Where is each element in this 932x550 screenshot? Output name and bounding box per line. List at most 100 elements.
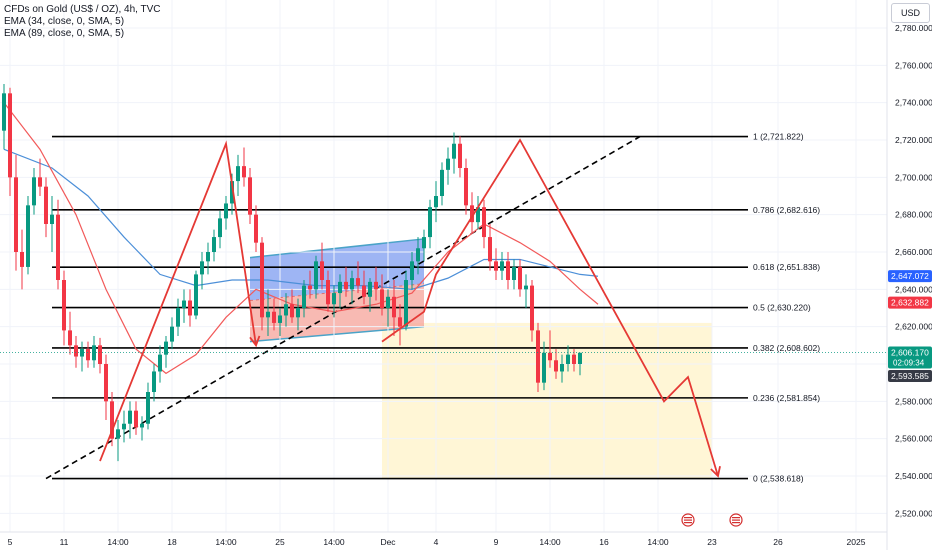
x-tick-label: Dec [380,537,396,547]
candle [518,266,522,290]
candle [194,274,198,316]
flag-stripe [684,519,692,521]
candle [410,261,414,280]
candle [488,237,492,262]
event-flag-icon[interactable] [681,513,695,527]
candle [188,300,192,316]
candle [422,237,426,249]
yellow-zone [382,322,712,479]
candle [362,285,366,297]
candle [44,186,48,224]
y-tick-label: 2,700.000 [895,172,932,182]
fib-level-label: 0.786 (2,682.616) [753,205,820,215]
candle [266,311,270,318]
x-tick-label: 23 [707,537,717,547]
fib-level-label: 1 (2,721.822) [753,132,804,142]
candle [284,304,288,316]
y-tick-label: 2,520.000 [895,508,932,518]
x-tick-label: 16 [599,537,609,547]
x-tick-label: 9 [494,537,499,547]
candle [56,214,60,280]
candle [50,214,54,224]
candle [446,158,450,170]
candle [506,261,510,280]
candle [440,169,444,196]
price-label: 2,593.585 [891,371,929,381]
arrow-head [710,466,721,478]
x-tick-label: 14:00 [539,537,561,547]
candle [374,281,378,290]
candle [452,143,456,159]
y-tick-label: 2,780.000 [895,23,932,33]
flag-stripe [732,522,740,524]
candle [572,354,576,364]
candle [536,330,540,383]
candle [344,281,348,290]
candle [230,181,234,204]
candle [182,300,186,308]
x-tick-label: 5 [8,537,13,547]
candle [62,280,66,331]
y-tick-label: 2,640.000 [895,284,932,294]
y-tick-label: 2,620.000 [895,322,932,332]
candle [380,289,384,308]
x-tick-label: 14:00 [323,537,345,547]
y-tick-label: 2,740.000 [895,98,932,108]
y-tick-label: 2,540.000 [895,471,932,481]
candle [236,166,240,182]
candle [554,360,558,372]
price-label: 2,606.170 [891,347,929,357]
candle [278,315,282,323]
candle [68,330,72,346]
candle [428,207,432,238]
candle [104,364,108,402]
candle [86,349,90,361]
candle [458,143,462,168]
candle [116,429,120,439]
candle [32,177,36,206]
currency-button[interactable]: USD [891,3,930,23]
candle [254,214,258,243]
event-flag-icon[interactable] [729,513,743,527]
candle [392,296,396,318]
trendline-layer [45,135,641,480]
candle [338,281,342,294]
price-label-box [888,346,932,369]
candle [26,205,30,267]
candle [332,293,336,305]
candle [296,308,300,318]
price-label: 2,632.882 [891,298,929,308]
arrow-path [381,138,719,477]
candle [20,252,24,267]
price-label: 2,647.072 [891,271,929,281]
y-tick-label: 2,660.000 [895,247,932,257]
fib-levels-layer: 1 (2,721.822) 0.786 (2,682.616) 0.618 (2,6… [52,132,820,484]
x-tick-label: 11 [60,537,69,547]
channel-top-edge [249,238,425,259]
candle [566,354,570,364]
candle [326,280,330,305]
candle [464,168,468,206]
candle [128,410,132,424]
x-tick-label: 2025 [847,537,866,547]
chart-legend: CFDs on Gold (US$ / OZ), 4h, TVC EMA (34… [4,4,161,40]
candle [140,423,144,428]
candle [548,352,552,361]
flag-stripe [684,522,692,524]
flag-stripe [732,519,740,521]
fib-level-label: 0.382 (2,608.602) [753,343,820,353]
candle [416,248,420,262]
candle [2,93,6,131]
channel-bottom-edge [249,325,425,343]
candle [122,423,126,430]
candle [542,352,546,383]
y-tick-label: 2,680.000 [895,210,932,220]
candle [314,261,318,290]
channel-upper-box [250,238,424,301]
candle [92,345,96,361]
candle [290,304,294,318]
candle [80,349,84,357]
candle [14,177,18,252]
